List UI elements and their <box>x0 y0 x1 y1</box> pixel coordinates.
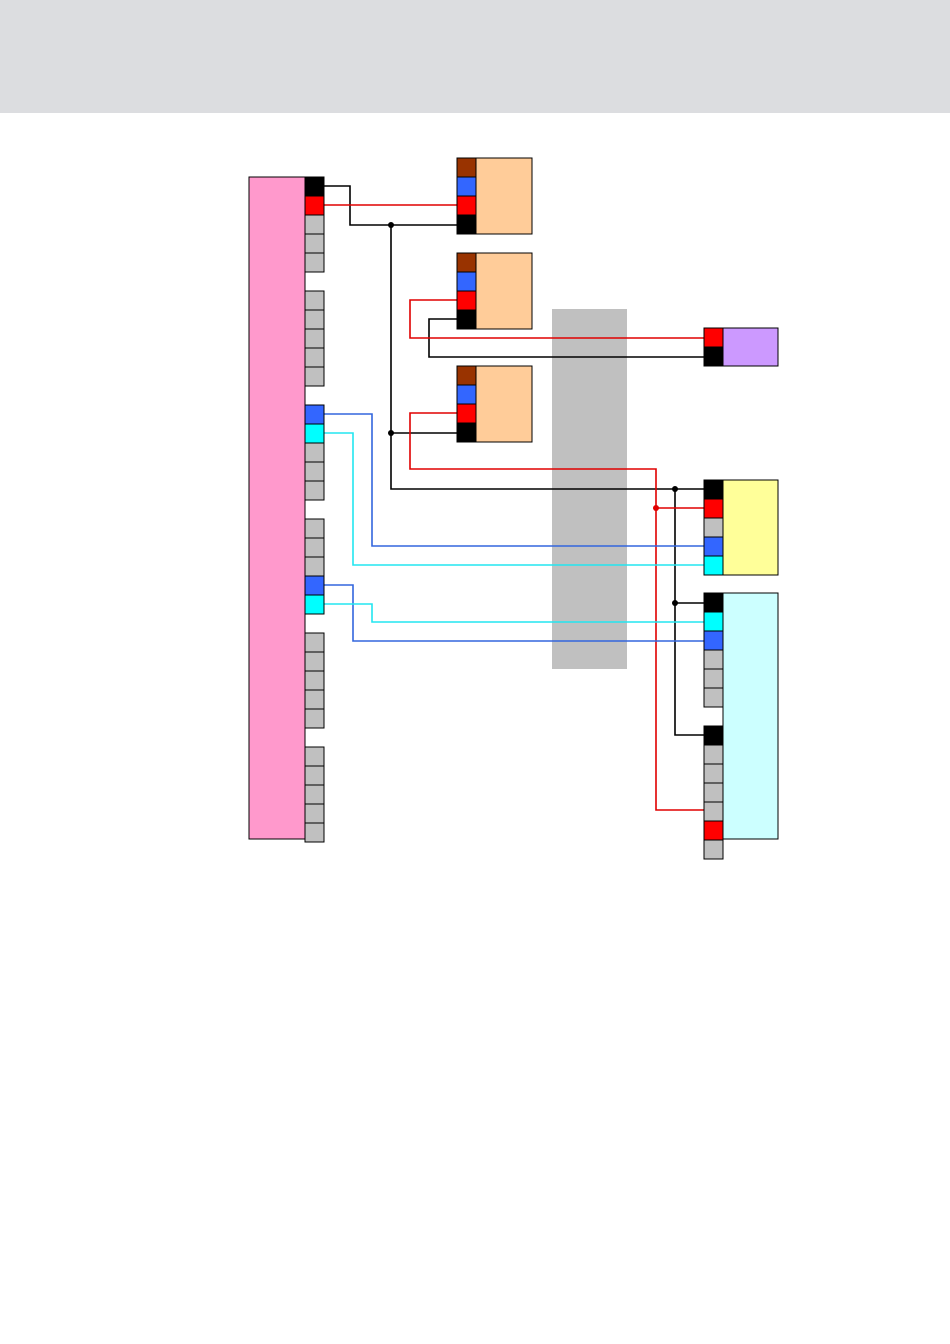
terminal <box>304 708 325 729</box>
terminal <box>703 839 724 860</box>
terminal <box>456 309 477 330</box>
junction-dot <box>388 222 394 228</box>
terminal <box>703 346 724 367</box>
terminal <box>703 687 724 708</box>
terminal <box>304 461 325 482</box>
terminal <box>703 630 724 651</box>
terminal <box>304 765 325 786</box>
wire-red <box>409 412 704 811</box>
terminal <box>703 649 724 670</box>
terminal <box>304 632 325 653</box>
terminal <box>456 384 477 405</box>
top-banner <box>0 0 950 113</box>
terminal <box>456 157 477 178</box>
terminal <box>456 422 477 443</box>
cyan-device-body <box>722 592 779 840</box>
terminal <box>703 820 724 841</box>
wire-blue <box>324 584 704 642</box>
terminal <box>456 403 477 424</box>
terminal <box>456 365 477 386</box>
terminal <box>304 233 325 254</box>
terminal <box>703 668 724 689</box>
terminal <box>703 327 724 348</box>
terminal <box>456 271 477 292</box>
terminal <box>304 423 325 444</box>
wire-cyan <box>324 603 704 623</box>
terminal <box>304 442 325 463</box>
terminal <box>304 347 325 368</box>
terminal <box>703 611 724 632</box>
terminal <box>304 784 325 805</box>
terminal <box>703 763 724 784</box>
terminal <box>304 404 325 425</box>
junction-dot <box>388 430 394 436</box>
wire-black <box>390 225 704 490</box>
terminal <box>703 744 724 765</box>
terminal <box>304 290 325 311</box>
terminal <box>703 517 724 538</box>
terminal <box>304 328 325 349</box>
relay-body <box>475 252 533 330</box>
terminal <box>304 252 325 273</box>
terminal <box>703 782 724 803</box>
terminal <box>304 670 325 691</box>
wire-red <box>409 299 704 339</box>
terminal <box>456 214 477 235</box>
terminal <box>456 290 477 311</box>
wire-blue <box>324 413 704 547</box>
purple-device-body <box>722 327 779 367</box>
relay-body <box>475 157 533 235</box>
controller-body <box>248 176 306 840</box>
terminal <box>304 746 325 767</box>
terminal <box>703 498 724 519</box>
terminal <box>304 575 325 596</box>
junction-dot <box>672 600 678 606</box>
wire-black <box>674 489 704 736</box>
relay-body <box>475 365 533 443</box>
terminal <box>304 822 325 843</box>
terminal <box>304 214 325 235</box>
terminal <box>456 252 477 273</box>
terminal <box>703 592 724 613</box>
junction-dot <box>672 486 678 492</box>
terminal <box>703 479 724 500</box>
junction-dot <box>653 505 659 511</box>
terminal <box>456 195 477 216</box>
terminal <box>304 651 325 672</box>
terminal <box>703 555 724 576</box>
terminal <box>456 176 477 197</box>
terminal <box>703 801 724 822</box>
terminal <box>304 518 325 539</box>
terminal <box>304 480 325 501</box>
wire-cyan <box>324 432 704 566</box>
terminal <box>703 536 724 557</box>
terminal <box>304 689 325 710</box>
terminal <box>304 594 325 615</box>
yellow-device-body <box>722 479 779 576</box>
terminal <box>304 366 325 387</box>
terminal <box>304 803 325 824</box>
terminal <box>703 725 724 746</box>
terminal <box>304 309 325 330</box>
terminal <box>304 556 325 577</box>
terminal <box>304 537 325 558</box>
terminal <box>304 195 325 216</box>
terminal <box>304 176 325 197</box>
